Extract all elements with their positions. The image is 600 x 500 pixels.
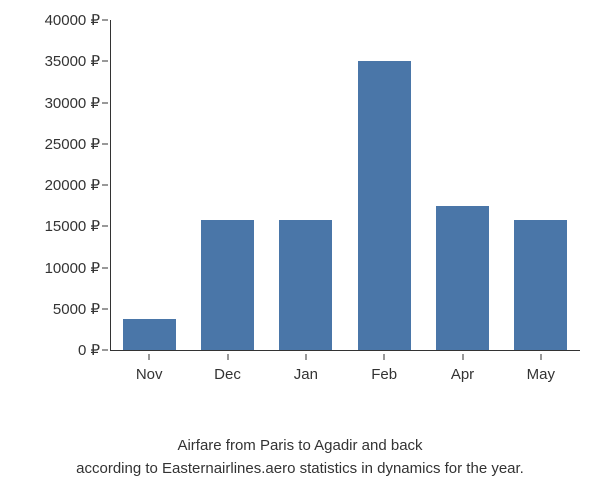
y-tick-label: 0 ₽ bbox=[78, 341, 100, 359]
x-tick-mark bbox=[149, 354, 150, 360]
y-tick-mark bbox=[102, 267, 108, 268]
y-tick-label: 30000 ₽ bbox=[45, 94, 100, 112]
y-tick-mark bbox=[102, 20, 108, 21]
x-tick-mark bbox=[462, 354, 463, 360]
caption-line-1: Airfare from Paris to Agadir and back bbox=[177, 437, 422, 454]
x-tick-label: Apr bbox=[451, 366, 474, 383]
bar bbox=[358, 61, 411, 350]
chart-caption: Airfare from Paris to Agadir and back ac… bbox=[0, 435, 600, 480]
x-tick-label: May bbox=[527, 366, 555, 383]
y-tick-label: 40000 ₽ bbox=[45, 11, 100, 29]
y-axis: 0 ₽5000 ₽10000 ₽15000 ₽20000 ₽25000 ₽300… bbox=[30, 20, 108, 350]
y-tick-label: 20000 ₽ bbox=[45, 176, 100, 194]
y-tick-label: 5000 ₽ bbox=[53, 300, 100, 318]
y-tick-mark bbox=[102, 61, 108, 62]
x-tick-mark bbox=[384, 354, 385, 360]
y-tick-label: 35000 ₽ bbox=[45, 52, 100, 70]
x-axis-line bbox=[110, 350, 580, 351]
y-tick-mark bbox=[102, 350, 108, 351]
x-tick-label: Feb bbox=[371, 366, 397, 383]
bar bbox=[279, 220, 332, 350]
y-tick-label: 10000 ₽ bbox=[45, 259, 100, 277]
y-tick-mark bbox=[102, 102, 108, 103]
x-tick-label: Nov bbox=[136, 366, 163, 383]
x-tick-label: Dec bbox=[214, 366, 241, 383]
y-tick-mark bbox=[102, 143, 108, 144]
bar bbox=[123, 319, 176, 350]
bar bbox=[201, 220, 254, 350]
y-tick-label: 25000 ₽ bbox=[45, 135, 100, 153]
y-tick-mark bbox=[102, 185, 108, 186]
caption-line-2: according to Easternairlines.aero statis… bbox=[76, 460, 524, 477]
bar bbox=[436, 206, 489, 350]
bar bbox=[514, 220, 567, 350]
plot-area bbox=[110, 20, 580, 350]
airfare-bar-chart: 0 ₽ 5000 ₽ 10000 ₽ 15000 ₽ 20000 ₽ 25000 ₽ 300… bbox=[30, 10, 590, 390]
y-tick-mark bbox=[102, 226, 108, 227]
y-tick-mark bbox=[102, 308, 108, 309]
x-tick-mark bbox=[305, 354, 306, 360]
x-tick-label: Jan bbox=[294, 366, 318, 383]
x-tick-mark bbox=[227, 354, 228, 360]
y-tick-label: 15000 ₽ bbox=[45, 217, 100, 235]
x-axis: Nov Dec Jan Feb Apr May bbox=[110, 354, 580, 390]
x-tick-mark bbox=[540, 354, 541, 360]
